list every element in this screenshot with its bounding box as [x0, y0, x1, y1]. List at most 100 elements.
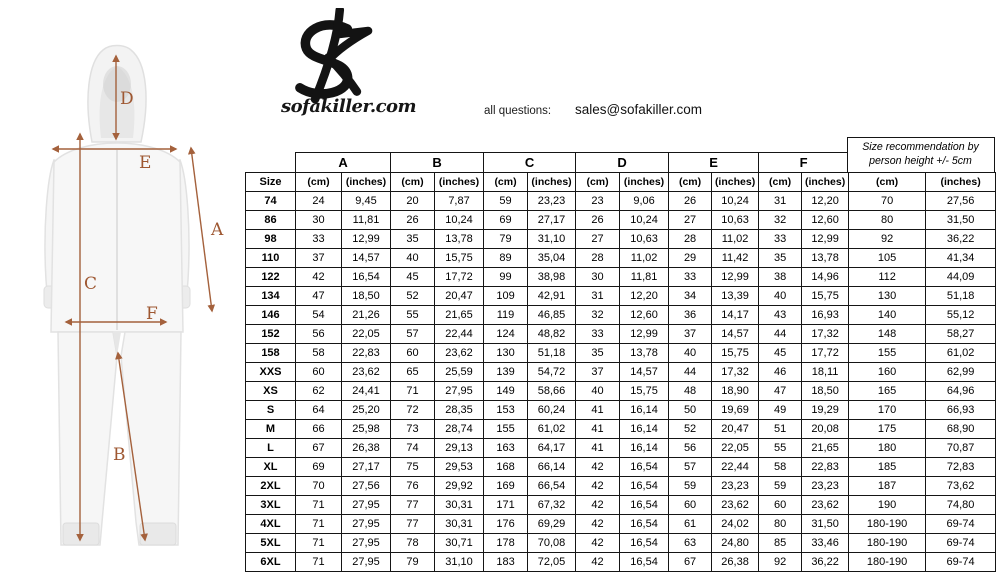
size-label: 3XL [245, 495, 296, 515]
measurement-value: 183 [483, 552, 529, 572]
measurement-value: 70,87 [925, 438, 997, 458]
size-row-m: M 66 25,98 73 28,74 155 61,02 41 16,14 52 20,47 51 2… [245, 419, 997, 439]
measurement-value: 35 [758, 248, 803, 268]
measurement-value: 23,23 [711, 476, 760, 496]
measurement-value: 37 [575, 362, 621, 382]
measurement-value: 44 [668, 362, 713, 382]
measurement-value: 60 [295, 362, 342, 382]
contact-email-link[interactable]: sales@sofakiller.com [575, 102, 702, 117]
measurement-value: 48 [668, 381, 713, 401]
measurement-value: 72,05 [527, 552, 577, 572]
measurement-value: 18,50 [340, 286, 392, 306]
measurement-value: 77 [390, 514, 436, 534]
measurement-value: 26,38 [340, 438, 392, 458]
measurement-value: 52 [390, 286, 436, 306]
measure-label-c: C [84, 274, 97, 294]
measurement-value: 38 [758, 267, 803, 287]
measurement-value: 16,54 [619, 495, 670, 515]
measurement-value: 23,23 [527, 191, 577, 211]
col-group-header-f: F [758, 152, 850, 173]
measurement-value: 44 [758, 324, 803, 344]
measurement-value: 61 [668, 514, 713, 534]
measure-line-b [115, 351, 148, 542]
size-row-4xl: 4XL 71 27,95 77 30,31 176 69,29 42 16,54 61 24,02 8… [245, 514, 997, 534]
size-label: 146 [245, 305, 296, 325]
measurement-value: 27,17 [340, 457, 392, 477]
col-group-header-d: D [575, 152, 670, 173]
measurement-value: 57 [668, 457, 713, 477]
measurement-value: 66,14 [527, 457, 577, 477]
unit-header-cm: (cm) [390, 172, 436, 192]
measurement-arrows [51, 54, 216, 542]
measurement-value: 36 [668, 305, 713, 325]
measurement-value: 10,24 [711, 191, 760, 211]
measurement-value: 28,74 [434, 419, 485, 439]
measurement-value: 69,29 [527, 514, 577, 534]
size-row-134: 134 47 18,50 52 20,47 109 42,91 31 12,20 34 13,39 4… [245, 286, 997, 306]
measurement-value: 23,23 [801, 476, 850, 496]
unit-header-inches: (inches) [434, 172, 485, 192]
size-row-xs: XS 62 24,41 71 27,95 149 58,66 40 15,75 48 18,90 47… [245, 381, 997, 401]
measurement-value: 180-190 [848, 552, 927, 572]
measurement-value: 69-74 [925, 514, 997, 534]
measurement-value: 27,56 [925, 191, 997, 211]
measurement-value: 27,95 [340, 533, 392, 553]
measurement-value: 41,34 [925, 248, 997, 268]
measurement-value: 112 [848, 267, 927, 287]
measurement-value: 30,71 [434, 533, 485, 553]
measurement-value: 75 [390, 457, 436, 477]
measurement-value: 51 [758, 419, 803, 439]
measurement-value: 168 [483, 457, 529, 477]
measurement-value: 17,32 [801, 324, 850, 344]
measurement-value: 20,08 [801, 419, 850, 439]
measurement-value: 14,57 [619, 362, 670, 382]
measurement-value: 76 [390, 476, 436, 496]
measurement-value: 16,54 [619, 552, 670, 572]
size-label: 110 [245, 248, 296, 268]
measurement-value: 79 [390, 552, 436, 572]
measurement-value: 41 [575, 419, 621, 439]
measurement-value: 15,75 [434, 248, 485, 268]
measurement-value: 35,04 [527, 248, 577, 268]
size-row-3xl: 3XL 71 27,95 77 30,31 171 67,32 42 16,54 60 23,62 6… [245, 495, 997, 515]
measurement-value: 57 [390, 324, 436, 344]
size-label: 98 [245, 229, 296, 249]
measurement-value: 61,02 [925, 343, 997, 363]
measurement-value: 20,47 [434, 286, 485, 306]
unit-header-cm: (cm) [575, 172, 621, 192]
measurement-value: 56 [668, 438, 713, 458]
measurement-value: 31,10 [527, 229, 577, 249]
measurement-value: 36,22 [801, 552, 850, 572]
measurement-value: 31,50 [925, 210, 997, 230]
measure-label-a: A [210, 220, 224, 240]
measure-label-b: B [113, 445, 126, 465]
measurement-value: 35 [390, 229, 436, 249]
measurement-value: 33 [575, 324, 621, 344]
measurement-value: 26 [668, 191, 713, 211]
measure-line-a [187, 146, 216, 313]
measurement-value: 30,31 [434, 514, 485, 534]
measurement-value: 41 [575, 438, 621, 458]
measurement-value: 71 [295, 495, 342, 515]
measurement-value: 27,95 [340, 552, 392, 572]
size-label: 6XL [245, 552, 296, 572]
measurement-value: 171 [483, 495, 529, 515]
measurement-value: 42 [575, 495, 621, 515]
measurement-value: 7,87 [434, 191, 485, 211]
measurement-value: 47 [758, 381, 803, 401]
size-table: A B C D E F Size (cm) (inches) (cm) (inches) (cm) (i… [245, 152, 997, 572]
measurement-value: 23,62 [434, 343, 485, 363]
measurement-value: 12,20 [619, 286, 670, 306]
measurement-value: 13,78 [801, 248, 850, 268]
measurement-value: 21,26 [340, 305, 392, 325]
size-row-l: L 67 26,38 74 29,13 163 64,17 41 16,14 56 22,05 55 2… [245, 438, 997, 458]
measurement-value: 73 [390, 419, 436, 439]
measurement-value: 139 [483, 362, 529, 382]
measurement-value: 12,99 [801, 229, 850, 249]
measurement-value: 187 [848, 476, 927, 496]
measurement-value: 31 [758, 191, 803, 211]
measurement-value: 130 [483, 343, 529, 363]
measurement-value: 37 [668, 324, 713, 344]
unit-header-cm: (cm) [295, 172, 342, 192]
measurement-value: 130 [848, 286, 927, 306]
